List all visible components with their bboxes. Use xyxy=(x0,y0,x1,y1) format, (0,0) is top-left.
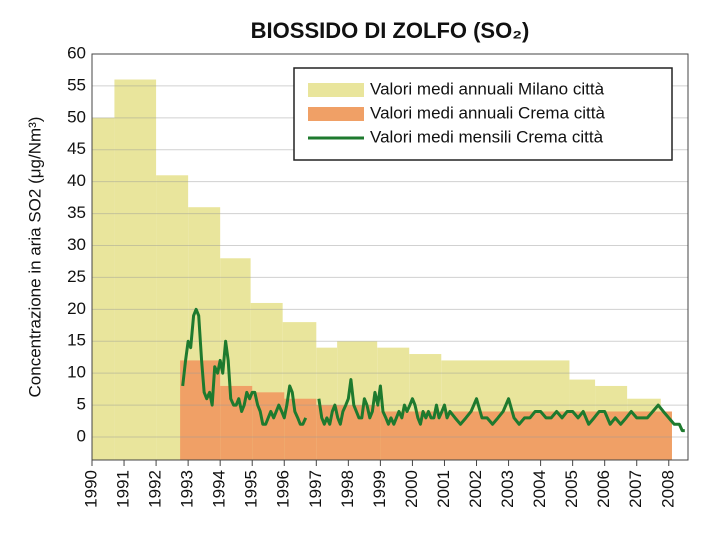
x-tick-label: 2002 xyxy=(466,470,485,508)
y-tick-label: 50 xyxy=(67,107,86,126)
line xyxy=(181,307,308,426)
x-tick-label: 2001 xyxy=(434,470,453,508)
x-tick-label: 1992 xyxy=(146,470,165,508)
step-area xyxy=(92,117,115,460)
x-tick-label: 1996 xyxy=(274,470,293,508)
x-tick-label: 1990 xyxy=(81,470,100,508)
y-tick-label: 60 xyxy=(67,43,86,62)
step-area xyxy=(284,398,317,460)
legend-label: Valori medi annuali Milano città xyxy=(370,79,605,98)
x-tick-label: 1999 xyxy=(370,470,389,508)
y-tick-label: 0 xyxy=(77,427,86,446)
x-tick-label: 2004 xyxy=(530,470,549,508)
step-area xyxy=(114,79,157,460)
legend-swatch xyxy=(308,83,364,97)
y-tick-label: 40 xyxy=(67,171,86,190)
x-tick-label: 2007 xyxy=(626,470,645,508)
x-tick-label: 1997 xyxy=(306,470,325,508)
y-tick-label: 15 xyxy=(67,331,86,350)
x-tick-label: 1991 xyxy=(114,470,133,508)
y-tick-label: 10 xyxy=(67,363,86,382)
x-tick-label: 1994 xyxy=(210,470,229,508)
y-tick-label: 45 xyxy=(67,139,86,158)
y-tick-label: 25 xyxy=(67,267,86,286)
plot-border xyxy=(91,53,689,461)
x-tick-label: 2003 xyxy=(498,470,517,508)
legend-label: Valori medi annuali Crema città xyxy=(370,103,605,122)
legend-swatch xyxy=(308,107,364,121)
x-tick-label: 1998 xyxy=(338,470,357,508)
x-tick-label: 2006 xyxy=(594,470,613,508)
x-tick-label: 2005 xyxy=(562,470,581,508)
x-tick-label: 2008 xyxy=(658,470,677,508)
chart-title: BIOSSIDO DI ZOLFO (SO₂) xyxy=(251,18,530,43)
y-tick-label: 35 xyxy=(67,203,86,222)
y-tick-label: 30 xyxy=(67,235,86,254)
y-axis-label: Concentrazione in aria SO2 (μg/Nm³) xyxy=(25,117,44,398)
x-tick-label: 1993 xyxy=(178,470,197,508)
legend-label: Valori medi mensili Crema città xyxy=(370,127,604,146)
x-tick-label: 1995 xyxy=(242,470,261,508)
line xyxy=(317,378,685,433)
y-tick-label: 20 xyxy=(67,299,86,318)
x-tick-label: 2000 xyxy=(402,470,421,508)
y-tick-label: 5 xyxy=(77,395,86,414)
y-tick-label: 55 xyxy=(67,75,86,94)
